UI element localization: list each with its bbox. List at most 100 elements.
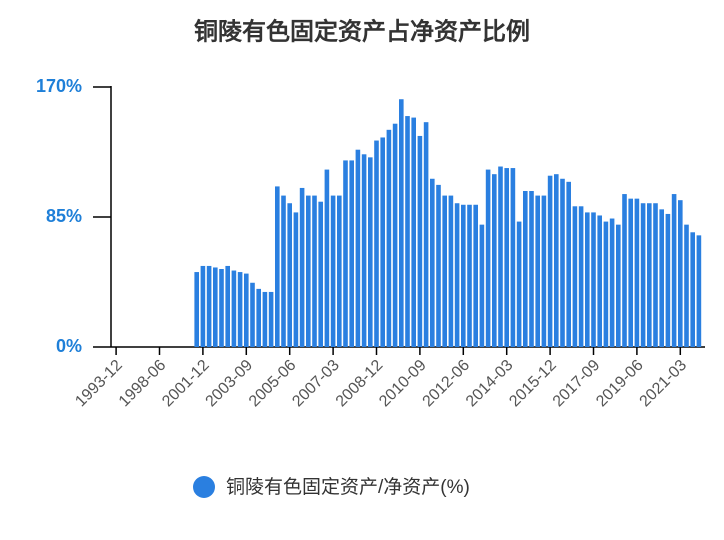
x-tick-label: 2001-12	[159, 357, 213, 411]
bar	[597, 215, 602, 347]
legend-label: 铜陵有色固定资产/净资产(%)	[226, 476, 470, 498]
bar	[622, 194, 627, 347]
bar	[343, 160, 348, 347]
bar	[535, 195, 540, 347]
bar	[194, 272, 199, 347]
bar	[659, 209, 664, 347]
x-tick-label: 2010-09	[376, 357, 430, 411]
x-tick-label: 2007-03	[289, 357, 343, 411]
bar	[268, 291, 274, 347]
bar	[262, 291, 268, 347]
bar	[200, 265, 206, 347]
bar	[405, 116, 410, 347]
bar	[374, 140, 379, 347]
bar	[213, 267, 218, 347]
bar	[430, 178, 435, 347]
bar	[411, 117, 416, 348]
bar	[671, 194, 677, 347]
bar	[306, 195, 311, 347]
x-tick-label: 2014-03	[463, 357, 517, 411]
bar	[498, 166, 503, 347]
x-tick-label: 2017-09	[550, 357, 604, 411]
bar	[318, 201, 323, 347]
bar	[312, 195, 317, 347]
bar	[299, 187, 305, 347]
bar	[368, 157, 373, 347]
bar	[634, 198, 640, 347]
bar	[380, 137, 385, 347]
bar	[647, 203, 652, 347]
bar	[591, 212, 596, 347]
bar	[640, 203, 646, 347]
bar	[541, 195, 547, 347]
bar	[386, 129, 392, 347]
bar	[436, 184, 441, 347]
bar	[293, 212, 299, 347]
bar	[330, 195, 336, 347]
bar	[473, 204, 478, 347]
bar	[628, 198, 633, 347]
bar	[355, 149, 361, 347]
x-tick-label: 1993-12	[72, 357, 126, 411]
bar	[609, 218, 615, 347]
x-tick-label: 2021-03	[637, 357, 691, 411]
bar	[250, 282, 255, 347]
x-tick-label: 2012-06	[420, 357, 474, 411]
x-tick-label: 2008-12	[333, 357, 387, 411]
bar	[324, 169, 330, 347]
x-tick-label: 2019-06	[593, 357, 647, 411]
bar	[547, 175, 553, 347]
x-tick-label: 2015-12	[506, 357, 560, 411]
y-tick-label: 0%	[56, 336, 82, 356]
bar	[219, 269, 224, 347]
chart-title: 铜陵有色固定资产占净资产比例	[194, 17, 530, 45]
bar	[603, 221, 609, 347]
bar	[585, 212, 590, 347]
bar	[275, 186, 280, 347]
bar	[479, 224, 485, 347]
bar	[287, 203, 292, 347]
bar	[653, 203, 658, 347]
bar	[485, 169, 491, 347]
bar	[492, 174, 497, 347]
bar	[244, 273, 249, 347]
bar	[461, 204, 466, 347]
bar	[560, 178, 565, 347]
bar	[361, 154, 367, 347]
bar	[467, 204, 472, 347]
bar	[392, 123, 398, 348]
bar	[616, 224, 621, 347]
bar	[523, 191, 528, 347]
bar	[281, 195, 286, 347]
bar	[504, 168, 509, 347]
bar	[684, 224, 689, 347]
bar	[423, 122, 429, 347]
legend-marker	[193, 476, 215, 498]
bar	[349, 160, 354, 347]
x-tick-label: 2005-06	[246, 357, 300, 411]
y-tick-label: 85%	[46, 206, 82, 226]
bar	[448, 195, 454, 347]
bar	[454, 203, 460, 347]
bar	[529, 191, 534, 347]
bar	[665, 213, 671, 347]
y-tick-label: 170%	[36, 76, 82, 96]
bar	[231, 270, 237, 347]
bar	[572, 206, 578, 347]
bar	[337, 195, 342, 347]
bar	[578, 206, 584, 347]
bar	[225, 265, 230, 347]
bar	[442, 195, 447, 347]
bar	[417, 135, 423, 347]
bar	[237, 272, 243, 347]
x-tick-label: 1998-06	[116, 357, 170, 411]
bar	[678, 200, 683, 347]
bar	[510, 168, 516, 347]
bar	[690, 232, 695, 347]
bar	[554, 174, 559, 347]
bar	[516, 221, 522, 347]
bar	[206, 265, 212, 347]
bar	[399, 99, 404, 347]
bar	[696, 235, 702, 347]
